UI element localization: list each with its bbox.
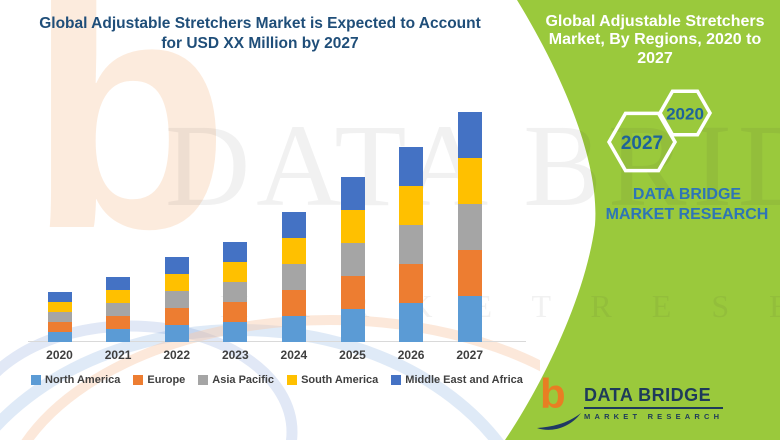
- bar-segment-south-america: [223, 262, 248, 282]
- bar-segment-middle-east-and-africa: [457, 112, 482, 158]
- bar-segment-asia-pacific: [164, 291, 189, 308]
- legend-swatch-icon: [133, 375, 144, 385]
- hexagon-back-year: 2027: [621, 133, 663, 154]
- legend-swatch-icon: [287, 375, 298, 385]
- watermark-subtext: M A R K E T R E S E A R C H: [220, 288, 780, 324]
- bar-segment-europe: [47, 322, 72, 332]
- legend-label: Asia Pacific: [212, 374, 275, 386]
- bar-segment-europe: [281, 290, 306, 316]
- bar-segment-north-america: [106, 329, 131, 342]
- bar-segment-europe: [106, 316, 131, 329]
- year-hexagons: 2027 2020: [606, 89, 713, 173]
- hexagon-front-year: 2020: [666, 105, 704, 124]
- logo-subtitle: MARKET RESEARCH: [584, 412, 724, 421]
- bar-segment-middle-east-and-africa: [340, 177, 365, 210]
- bar-segment-asia-pacific: [340, 243, 365, 276]
- x-axis-label-2022: 2022: [163, 348, 191, 362]
- bar-2022: [164, 257, 189, 342]
- legend-label: Middle East and Africa: [405, 374, 523, 386]
- bar-segment-north-america: [457, 296, 482, 342]
- bar-segment-north-america: [47, 332, 72, 342]
- x-axis-label-2023: 2023: [221, 348, 249, 362]
- bar-segment-middle-east-and-africa: [223, 242, 248, 262]
- legend-item-middle-east-and-africa: Middle East and Africa: [391, 374, 523, 386]
- logo-name: DATA BRIDGE: [584, 385, 724, 409]
- bar-segment-asia-pacific: [457, 204, 482, 250]
- bar-2026: [399, 147, 424, 342]
- bar-segment-south-america: [340, 210, 365, 243]
- chart-title: Global Adjustable Stretchers Market is E…: [39, 15, 481, 53]
- legend-swatch-icon: [31, 375, 41, 385]
- legend-swatch-icon: [198, 375, 209, 385]
- bar-segment-europe: [340, 276, 365, 309]
- x-axis-label-2024: 2024: [280, 348, 308, 362]
- logo-b-icon: b: [537, 373, 581, 435]
- bar-segment-middle-east-and-africa: [399, 147, 424, 186]
- bar-segment-asia-pacific: [399, 225, 424, 264]
- bar-segment-europe: [223, 302, 248, 322]
- ghost-logo-b-icon: b: [28, 0, 230, 297]
- bar-segment-asia-pacific: [223, 282, 248, 302]
- legend-item-south-america: South America: [287, 374, 378, 386]
- x-axis-label-2027: 2027: [456, 348, 484, 362]
- x-axis-line: [28, 341, 526, 342]
- bar-segment-south-america: [106, 290, 131, 303]
- hexagon-2020-icon: 2020: [657, 89, 713, 137]
- x-axis-label-2021: 2021: [104, 348, 132, 362]
- legend-item-north-america: North America: [31, 374, 120, 386]
- bar-2021: [106, 277, 131, 342]
- chart-legend: North America Europe Asia Pacific South Ame…: [31, 374, 523, 386]
- bar-segment-middle-east-and-africa: [47, 292, 72, 302]
- bar-segment-south-america: [399, 186, 424, 225]
- bar-segment-north-america: [399, 303, 424, 342]
- legend-swatch-icon: [391, 375, 402, 385]
- bar-segment-asia-pacific: [281, 264, 306, 290]
- panel-title: Global Adjustable Stretchers Market, By …: [545, 13, 765, 67]
- bar-segment-middle-east-and-africa: [164, 257, 189, 274]
- bar-segment-south-america: [281, 238, 306, 264]
- hexagon-2027-icon: 2027: [606, 111, 678, 173]
- bar-segment-south-america: [47, 302, 72, 312]
- bar-segment-asia-pacific: [47, 312, 72, 322]
- bar-2025: [340, 177, 365, 342]
- bar-segment-north-america: [340, 309, 365, 342]
- bar-2024: [281, 212, 306, 342]
- bar-segment-europe: [457, 250, 482, 296]
- x-axis-label-2020: 2020: [46, 348, 73, 362]
- legend-label: North America: [45, 374, 121, 386]
- bar-segment-north-america: [281, 316, 306, 342]
- bar-2020: [47, 292, 72, 342]
- legend-label: South America: [301, 374, 379, 386]
- legend-item-europe: Europe: [133, 374, 185, 386]
- bar-segment-middle-east-and-africa: [106, 277, 131, 290]
- bar-segment-europe: [399, 264, 424, 303]
- data-bridge-logo: b DATA BRIDGE MARKET RESEARCH: [537, 373, 724, 435]
- bar-segment-middle-east-and-africa: [281, 212, 306, 238]
- bar-segment-north-america: [223, 322, 248, 342]
- stacked-bar-chart: 2020 2021 2022 2023 2024 2025 2026 2027: [28, 112, 526, 362]
- bar-segment-europe: [164, 308, 189, 325]
- bar-2027: [457, 112, 482, 342]
- legend-label: Europe: [147, 374, 186, 386]
- brand-text: DATA BRIDGE MARKET RESEARCH: [605, 186, 769, 223]
- x-axis-label-2025: 2025: [339, 348, 366, 362]
- bar-segment-north-america: [164, 325, 189, 342]
- bar-2023: [223, 242, 248, 342]
- bar-segment-south-america: [457, 158, 482, 204]
- legend-item-asia-pacific: Asia Pacific: [198, 374, 274, 386]
- bar-segment-south-america: [164, 274, 189, 291]
- x-axis-label-2026: 2026: [397, 348, 425, 362]
- bar-segment-asia-pacific: [106, 303, 131, 316]
